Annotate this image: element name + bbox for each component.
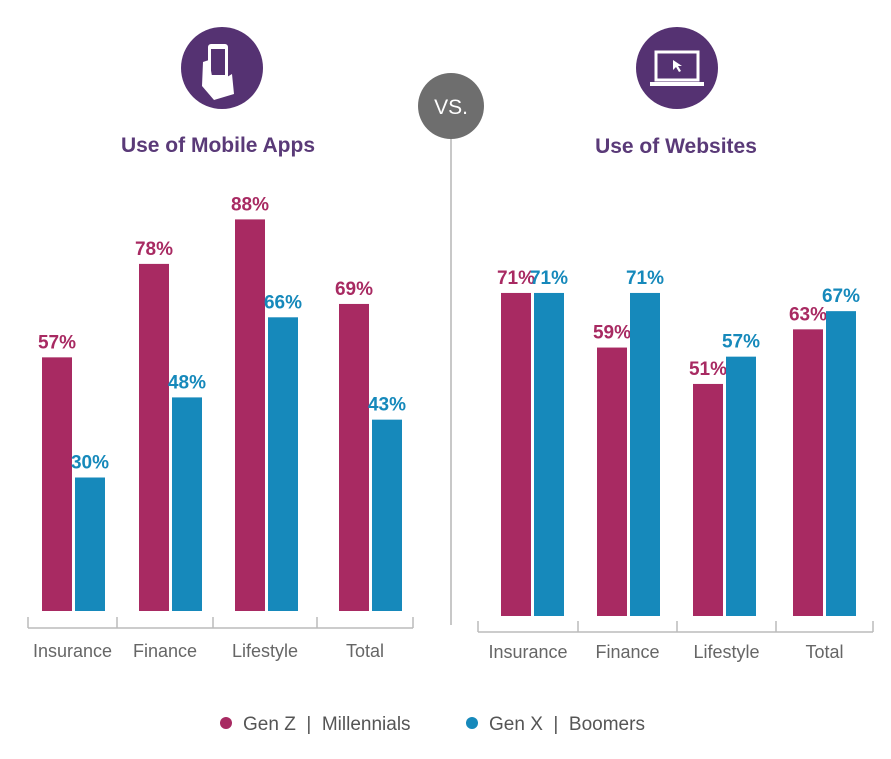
data-label: 71% <box>530 268 568 289</box>
data-label: 66% <box>264 292 302 313</box>
legend-label-genx: Gen X | Boomers <box>489 714 645 735</box>
data-label: 63% <box>789 304 827 325</box>
bar-genz <box>339 303 369 611</box>
bar-genx <box>268 317 298 611</box>
category-label: Total <box>346 641 384 661</box>
data-label: 69% <box>335 279 373 300</box>
bar-genz <box>139 263 169 611</box>
data-label: 57% <box>722 332 760 353</box>
data-label: 43% <box>368 395 406 416</box>
data-label: 51% <box>689 359 727 380</box>
bar-genx <box>726 356 756 616</box>
legend-marker-genx <box>466 717 478 729</box>
category-label: Lifestyle <box>693 642 759 662</box>
data-label: 48% <box>168 372 206 393</box>
bar-genx <box>630 292 660 616</box>
category-label: Finance <box>595 642 659 662</box>
legend-label-genz: Gen Z | Millennials <box>243 714 411 735</box>
bar-genx <box>172 397 202 611</box>
bar-genx <box>826 311 856 616</box>
bar-genz <box>501 292 531 616</box>
mobile-apps-title: Use of Mobile Apps <box>121 134 315 157</box>
category-label: Lifestyle <box>232 641 298 661</box>
websites-title: Use of Websites <box>595 135 757 158</box>
category-label: Insurance <box>488 642 567 662</box>
bar-genz <box>235 219 265 611</box>
data-label: 71% <box>497 268 535 289</box>
laptop-cursor-icon <box>636 27 718 109</box>
category-label: Finance <box>133 641 197 661</box>
data-label: 57% <box>38 332 76 353</box>
data-label: 88% <box>231 194 269 215</box>
bar-genx <box>75 477 105 611</box>
data-label: 78% <box>135 239 173 260</box>
bar-genz <box>793 329 823 616</box>
data-label: 30% <box>71 453 109 474</box>
phone-in-hand-icon <box>181 27 263 109</box>
data-label: 59% <box>593 323 631 344</box>
category-label: Insurance <box>33 641 112 661</box>
bar-genz <box>42 357 72 611</box>
data-label: 67% <box>822 286 860 307</box>
bar-genx <box>534 292 564 616</box>
bar-genz <box>597 347 627 616</box>
vs-label: VS. <box>434 96 468 119</box>
bar-genx <box>372 419 402 611</box>
bar-genz <box>693 383 723 616</box>
data-label: 71% <box>626 268 664 289</box>
legend-marker-genz <box>220 717 232 729</box>
vs-circle <box>418 73 484 139</box>
category-label: Total <box>805 642 843 662</box>
